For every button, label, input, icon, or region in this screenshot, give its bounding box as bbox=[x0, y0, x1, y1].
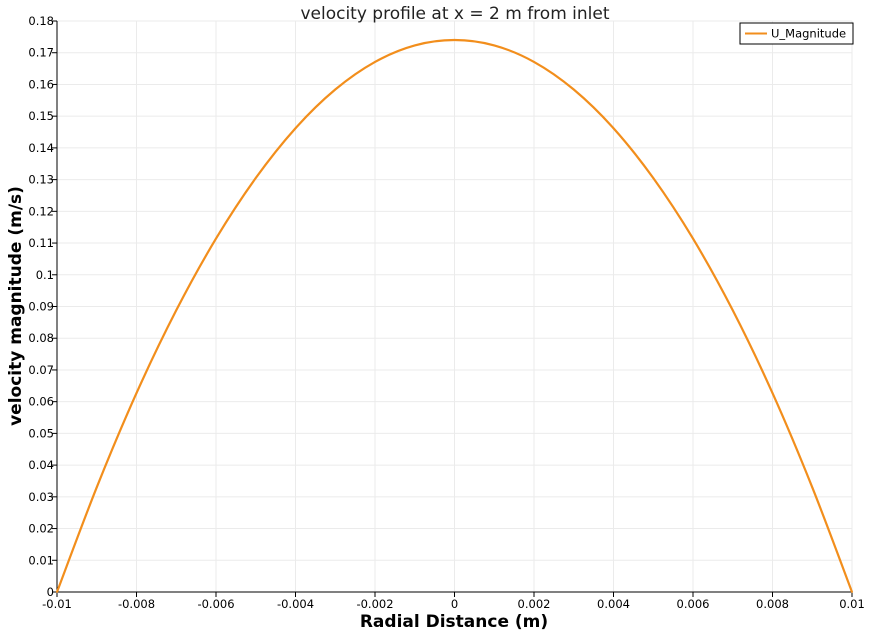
data-point bbox=[692, 237, 694, 240]
series-layer bbox=[55, 38, 854, 593]
x-tick-label: 0.006 bbox=[677, 597, 710, 611]
legend-box bbox=[739, 22, 854, 45]
y-tick-label: 0.08 bbox=[28, 331, 54, 345]
y-tick-label: 0.15 bbox=[28, 109, 54, 123]
data-point bbox=[95, 486, 98, 489]
data-point bbox=[374, 61, 376, 63]
data-point bbox=[334, 88, 337, 91]
data-point bbox=[612, 127, 615, 130]
x-tick-label: -0.004 bbox=[277, 597, 314, 611]
y-tick-label: 0.14 bbox=[28, 141, 54, 155]
data-point bbox=[175, 309, 178, 312]
x-tick-label: 0.002 bbox=[518, 597, 551, 611]
y-tick-label: 0.07 bbox=[28, 363, 54, 377]
x-tick-label: -0.002 bbox=[356, 597, 393, 611]
data-point bbox=[453, 39, 456, 41]
chart-title: velocity profile at x = 2 m from inlet bbox=[300, 4, 609, 24]
x-tick-label: 0.01 bbox=[839, 597, 865, 611]
data-point bbox=[652, 177, 655, 179]
data-point bbox=[135, 392, 138, 395]
data-point bbox=[811, 486, 814, 489]
x-tick-label: 0.008 bbox=[756, 597, 789, 611]
y-tick-label: 0.16 bbox=[28, 77, 54, 91]
y-tick-label: 0.03 bbox=[28, 490, 54, 504]
x-tick-label: 0 bbox=[451, 597, 458, 611]
y-tick-label: 0 bbox=[47, 585, 54, 599]
x-axis-label: Radial Distance (m) bbox=[360, 612, 548, 632]
y-tick-label: 0.04 bbox=[28, 458, 54, 472]
y-axis-label: velocity magnitude (m/s) bbox=[6, 186, 26, 426]
legend-label: U_Magnitude bbox=[771, 27, 846, 41]
x-axis-ticks: -0.01 -0.008 -0.006 -0.004 -0.002 0 0.002 0.004… bbox=[42, 592, 865, 611]
x-tick-label: -0.01 bbox=[42, 597, 72, 611]
y-tick-label: 0.09 bbox=[28, 300, 54, 314]
data-point bbox=[533, 61, 535, 63]
data-point bbox=[294, 127, 297, 130]
y-tick-label: 0.17 bbox=[28, 46, 54, 60]
data-point bbox=[56, 591, 58, 593]
y-tick-label: 0.01 bbox=[28, 553, 54, 567]
x-tick-label: 0.004 bbox=[597, 597, 630, 611]
data-point bbox=[851, 591, 853, 593]
y-tick-label: 0.06 bbox=[28, 395, 54, 409]
data-point bbox=[572, 88, 575, 91]
y-axis-ticks: 0 0.01 0.02 0.03 0.04 0.05 0.06 0.07 0.08 0.09 0.1… bbox=[28, 14, 57, 599]
data-point bbox=[215, 237, 217, 240]
y-tick-label: 0.1 bbox=[36, 268, 54, 282]
y-tick-label: 0.11 bbox=[28, 236, 54, 250]
y-tick-label: 0.13 bbox=[28, 173, 54, 187]
y-tick-label: 0.02 bbox=[28, 522, 54, 536]
legend: U_Magnitude bbox=[739, 22, 854, 45]
data-point bbox=[771, 392, 774, 395]
y-tick-label: 0.12 bbox=[28, 204, 54, 218]
data-point bbox=[413, 44, 416, 47]
x-tick-label: -0.006 bbox=[197, 597, 234, 611]
data-point bbox=[493, 44, 496, 47]
y-tick-label: 0.18 bbox=[28, 14, 54, 28]
data-point bbox=[731, 309, 734, 312]
y-tick-label: 0.05 bbox=[28, 426, 54, 440]
x-tick-label: -0.008 bbox=[118, 597, 155, 611]
data-point bbox=[254, 177, 257, 179]
